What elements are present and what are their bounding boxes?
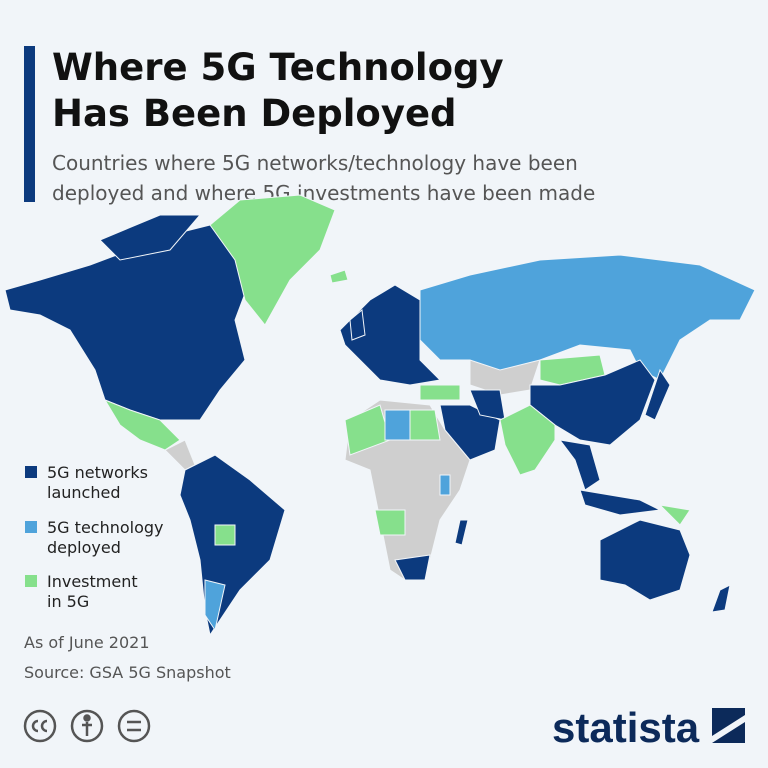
- country-region: [209, 194, 336, 326]
- country-region: [658, 504, 691, 526]
- country-region: [711, 584, 731, 613]
- country-region: [339, 284, 442, 386]
- legend-label: 5G technology: [47, 518, 164, 537]
- legend-label: deployed: [47, 538, 121, 557]
- country-region: [644, 368, 671, 421]
- license-icons: [23, 709, 151, 743]
- source: Source: GSA 5G Snapshot: [24, 663, 231, 682]
- title: Where 5G Technology: [52, 46, 504, 89]
- legend-label: launched: [47, 483, 120, 502]
- country-region: [99, 214, 202, 261]
- title-bar: [24, 46, 35, 202]
- legend: 5G networks launched 5G technology deplo…: [25, 463, 164, 611]
- country-region: [394, 554, 431, 581]
- country-region: [499, 404, 556, 476]
- country-region: [349, 309, 366, 341]
- legend-swatch: [25, 466, 37, 478]
- country-region: [439, 474, 451, 496]
- legend-label: Investment: [47, 572, 138, 591]
- country-region: [409, 409, 441, 441]
- subtitle: deployed and where 5G investments have b…: [52, 181, 595, 205]
- country-region: [384, 409, 411, 441]
- legend-label: 5G networks: [47, 463, 148, 482]
- country-region: [329, 269, 349, 284]
- title: Has Been Deployed: [52, 92, 457, 135]
- legend-swatch: [25, 575, 37, 587]
- country-region: [103, 398, 181, 451]
- legend-swatch: [25, 521, 37, 533]
- brand-logo: statista: [552, 704, 700, 751]
- subtitle: Countries where 5G networks/technology h…: [52, 151, 578, 175]
- note: As of June 2021: [24, 633, 150, 652]
- country-region: [204, 579, 226, 632]
- country-region: [558, 439, 601, 491]
- country-region: [599, 519, 691, 601]
- legend-label: in 5G: [47, 592, 89, 611]
- country-region: [454, 519, 469, 546]
- country-region: [419, 384, 461, 401]
- brand-mark: [712, 708, 745, 743]
- country-region: [214, 524, 236, 546]
- country-region: [439, 404, 501, 461]
- country-region: [579, 489, 662, 516]
- country-region: [374, 509, 406, 536]
- world-map: [4, 194, 756, 637]
